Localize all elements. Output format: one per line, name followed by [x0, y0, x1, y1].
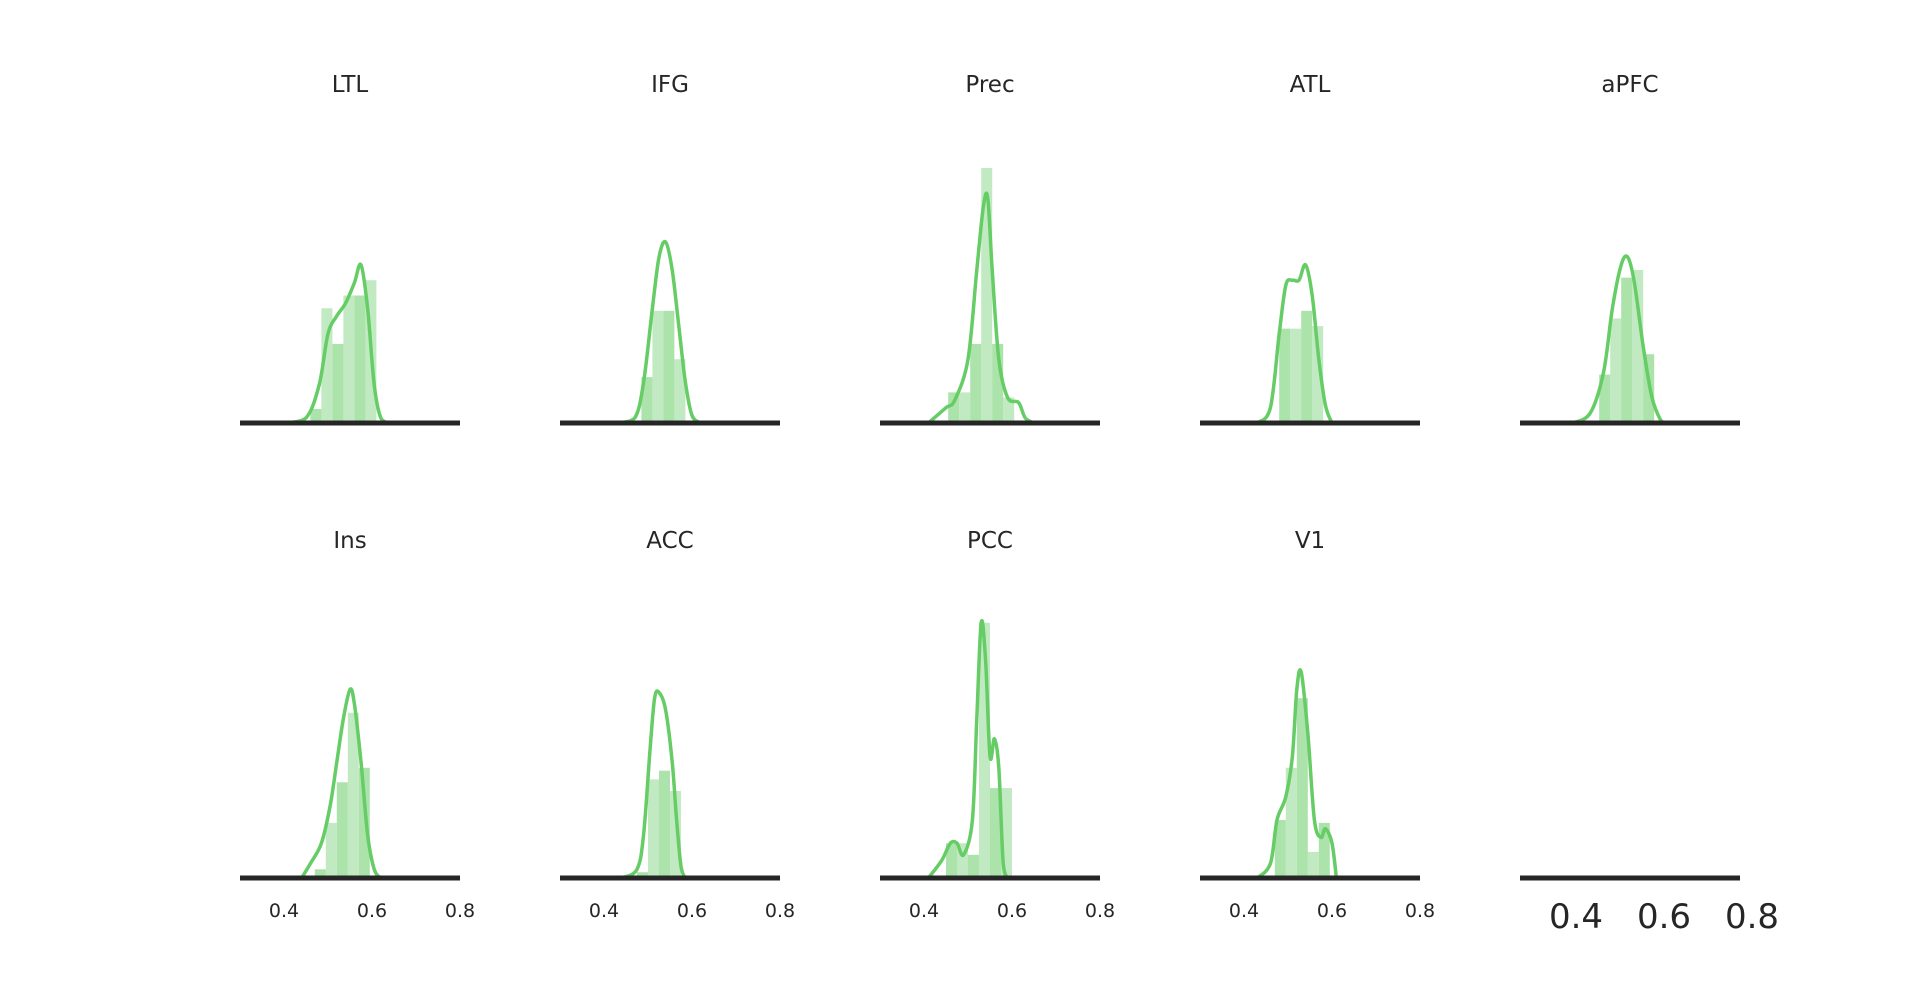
panel-title: Ins	[333, 528, 366, 554]
histogram-bar	[354, 295, 366, 423]
histogram-bar	[674, 359, 686, 423]
histogram-bar	[1599, 374, 1611, 423]
histogram-bar	[968, 854, 979, 878]
panel-title: PCC	[967, 528, 1013, 554]
histogram-bar	[970, 343, 982, 423]
histogram-bar	[310, 408, 322, 423]
histogram-bar	[648, 779, 659, 878]
x-tick-label: 0.8	[1405, 900, 1435, 922]
kde-curve	[927, 191, 1035, 425]
x-tick-label: 0.4	[1229, 900, 1259, 922]
panel: ACC 0.4 0.6 0.8	[560, 528, 795, 922]
histogram-bar	[336, 782, 348, 878]
panel-title: V1	[1295, 528, 1325, 554]
histogram-bar	[990, 788, 1001, 878]
x-tick-label: 0.4	[909, 900, 939, 922]
histogram-bar	[1001, 788, 1012, 878]
histogram-bar	[1307, 851, 1319, 878]
histogram-bar	[957, 843, 968, 878]
panel: LTL	[240, 72, 460, 426]
histogram-bar	[358, 767, 370, 878]
panel: 0.4 0.6 0.8	[1520, 875, 1779, 937]
panel: aPFC	[1520, 72, 1740, 426]
histogram-bar	[1274, 820, 1286, 878]
histogram-bar	[663, 310, 675, 423]
panel: Prec	[880, 72, 1100, 426]
x-tick-label: 0.4	[269, 900, 299, 922]
histogram-bar	[332, 343, 344, 423]
panel-title: LTL	[332, 72, 369, 98]
kde-curve	[1571, 254, 1667, 425]
kde-curve	[616, 239, 702, 425]
histogram-bar	[1003, 397, 1015, 423]
panel: ATL	[1200, 72, 1420, 426]
histogram-bar	[1621, 277, 1633, 423]
x-tick-label: 0.8	[1725, 897, 1779, 937]
histogram-bar	[659, 770, 670, 878]
histogram-bar	[1632, 270, 1644, 423]
histogram-bar	[1285, 767, 1297, 878]
histogram-bar	[979, 622, 990, 878]
panel-title: aPFC	[1601, 72, 1658, 98]
histogram-bar	[948, 392, 960, 423]
panel: V1 0.4 0.6 0.8	[1200, 528, 1435, 922]
panel: IFG	[560, 72, 780, 426]
histogram-bar	[641, 377, 653, 423]
panel-title: IFG	[651, 72, 689, 98]
histogram-bar	[321, 308, 333, 423]
histogram-bar	[1610, 318, 1622, 423]
x-tick-label: 0.6	[357, 900, 387, 922]
histogram-bar	[959, 392, 971, 423]
x-tick-label: 0.8	[445, 900, 475, 922]
histogram-bar	[670, 791, 681, 878]
histogram-bar	[1301, 310, 1313, 423]
x-tick-label: 0.6	[1317, 900, 1347, 922]
kde-curve	[1255, 668, 1339, 880]
x-tick-label: 0.4	[589, 900, 619, 922]
x-tick-label: 0.8	[765, 900, 795, 922]
histogram-bar	[652, 310, 664, 423]
histogram-bar	[1296, 698, 1308, 878]
histogram-bar	[1279, 328, 1291, 423]
panel-title: Prec	[965, 72, 1014, 98]
x-tick-label: 0.6	[1637, 897, 1691, 937]
kde-curve	[300, 687, 383, 880]
x-tick-label: 0.8	[1085, 900, 1115, 922]
histogram-bar	[946, 843, 957, 878]
histogram-bar	[347, 712, 359, 878]
panel: PCC 0.4 0.6 0.8	[880, 528, 1115, 922]
histogram-bar	[981, 168, 993, 423]
panel: Ins 0.4 0.6 0.8	[240, 528, 475, 922]
kde-curve	[620, 689, 688, 880]
kde-curve	[283, 262, 391, 425]
histogram-bar	[325, 822, 337, 878]
histogram-bar	[1290, 328, 1302, 423]
x-tick-label: 0.6	[677, 900, 707, 922]
histogram-bar	[1312, 326, 1324, 423]
kde-curve	[1255, 262, 1334, 425]
panel-title: ATL	[1290, 72, 1331, 98]
histogram-bar	[1318, 822, 1330, 878]
x-tick-label: 0.4	[1549, 897, 1603, 937]
histogram-bar	[314, 869, 326, 878]
panel-title: ACC	[646, 528, 693, 554]
kde-curve	[927, 618, 1010, 880]
histogram-bar	[992, 343, 1004, 423]
histogram-bar	[637, 872, 648, 878]
histogram-bar	[343, 295, 355, 423]
x-tick-label: 0.6	[997, 900, 1027, 922]
